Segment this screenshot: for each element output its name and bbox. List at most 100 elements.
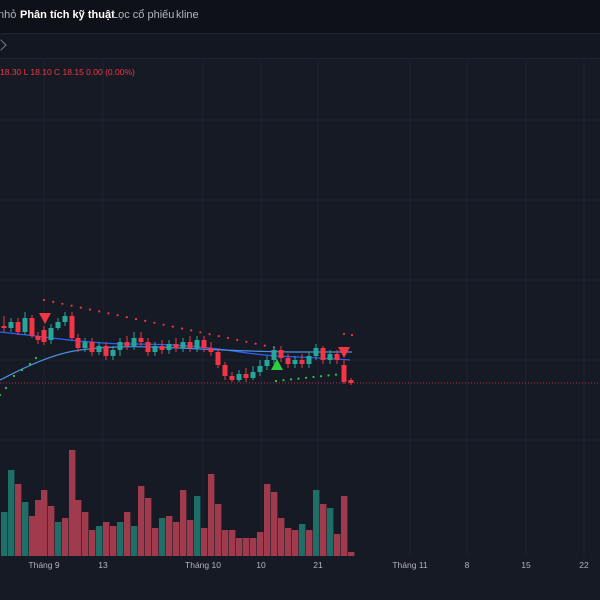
volume-bar <box>222 530 229 556</box>
volume-bar <box>299 524 306 556</box>
candle-body <box>180 342 186 348</box>
volume-bar <box>194 496 201 556</box>
volume-bar <box>243 538 250 556</box>
candle-body <box>229 376 235 380</box>
candle-body <box>48 328 54 340</box>
candle-body <box>152 346 158 352</box>
price-chart[interactable] <box>0 60 600 556</box>
time-axis: Tháng 9 13 Tháng 10 10 21 Tháng 11 8 15 … <box>0 556 600 600</box>
sar-dot <box>289 378 293 381</box>
candle-body <box>145 342 151 352</box>
volume-bar <box>334 534 341 556</box>
candle-body <box>41 330 47 342</box>
tab-technical-analysis[interactable]: Phân tích kỹ thuật <box>20 9 115 21</box>
volume-bar <box>152 528 159 556</box>
sar-dot <box>254 342 257 345</box>
candle-body <box>236 374 242 380</box>
volume-bar <box>75 500 82 556</box>
volume-bar <box>236 538 243 556</box>
volume-bar <box>208 474 215 556</box>
signals <box>39 313 350 370</box>
volume-bar <box>264 484 271 556</box>
volume-bar <box>250 538 257 556</box>
candle-body <box>348 380 354 383</box>
candle-body <box>131 338 137 346</box>
candle-body <box>313 348 319 356</box>
sar-dot <box>274 379 278 383</box>
candle-body <box>334 354 340 360</box>
candle-body <box>173 344 179 348</box>
candle-body <box>327 354 333 360</box>
sar-dot <box>199 331 202 334</box>
sar-dot <box>28 362 32 366</box>
time-axis-label: 22 <box>579 560 589 570</box>
candles <box>1 312 354 385</box>
sar-dot <box>190 329 193 332</box>
candle-body <box>138 338 144 342</box>
sar-dot <box>334 373 338 376</box>
sar-dot <box>226 336 230 340</box>
candle-body <box>15 322 21 332</box>
sar-dot <box>125 316 128 319</box>
sar-dot <box>52 300 55 303</box>
volume-bar <box>341 496 348 556</box>
candle-body <box>208 348 214 352</box>
candle-body <box>341 365 347 382</box>
candle-body <box>187 342 193 348</box>
volume-bar <box>306 530 313 556</box>
volume-bar <box>138 486 145 556</box>
candle-body <box>320 348 326 360</box>
sar-dot <box>42 298 46 302</box>
volume-bar <box>278 518 285 556</box>
volume-bar <box>131 526 138 556</box>
candle-body <box>117 342 123 350</box>
candle-body <box>250 372 256 378</box>
volume-bar <box>145 498 152 556</box>
volume-bar <box>15 484 22 556</box>
sar-dot <box>312 375 315 379</box>
tab-kline[interactable]: kline <box>176 9 199 21</box>
time-axis-label: Tháng 9 <box>28 560 60 570</box>
candle-body <box>35 336 41 340</box>
sar-dot <box>20 368 24 372</box>
candle-body <box>82 342 88 348</box>
chevron-right-icon[interactable] <box>0 39 7 51</box>
sar-dot <box>79 306 82 309</box>
candle-body <box>29 318 35 336</box>
sar-dot <box>350 333 354 337</box>
sar-dot <box>263 344 266 347</box>
sar-dot <box>98 310 101 313</box>
time-axis-label: 10 <box>256 560 266 570</box>
candle-body <box>166 344 172 350</box>
sar-dot <box>116 314 119 317</box>
volume-bar <box>159 518 166 556</box>
sar-dot <box>180 327 184 330</box>
sell-signal-icon <box>338 347 350 358</box>
sar-dot <box>0 393 2 397</box>
candle-body <box>96 346 102 352</box>
candle-body <box>201 340 207 348</box>
volume-bar <box>1 512 8 556</box>
candle-body <box>222 365 228 376</box>
candle-body <box>8 322 14 328</box>
tab-stock-filter[interactable]: Lọc cổ phiếu <box>112 9 175 21</box>
sar-dot <box>327 374 330 377</box>
candle-body <box>306 356 312 364</box>
volume-bar <box>124 512 131 556</box>
volume-bar <box>69 450 76 556</box>
ma-fast-line <box>0 331 351 361</box>
candle-body <box>243 374 249 378</box>
sar-dot <box>319 375 323 378</box>
top-nav-bar: nhỏ Phân tích kỹ thuật Lọc cổ phiếu klin… <box>0 0 600 34</box>
tab-small[interactable]: nhỏ <box>0 9 17 21</box>
volume-bar <box>41 490 48 556</box>
candle-body <box>215 352 221 365</box>
volume-bar <box>271 492 278 556</box>
candle-body <box>75 338 81 348</box>
sar-dot <box>304 376 308 379</box>
candle-body <box>110 350 116 356</box>
volume-bar <box>103 522 110 556</box>
candle-body <box>89 342 95 352</box>
volume-bar <box>348 552 355 556</box>
sar-dot <box>144 319 147 322</box>
